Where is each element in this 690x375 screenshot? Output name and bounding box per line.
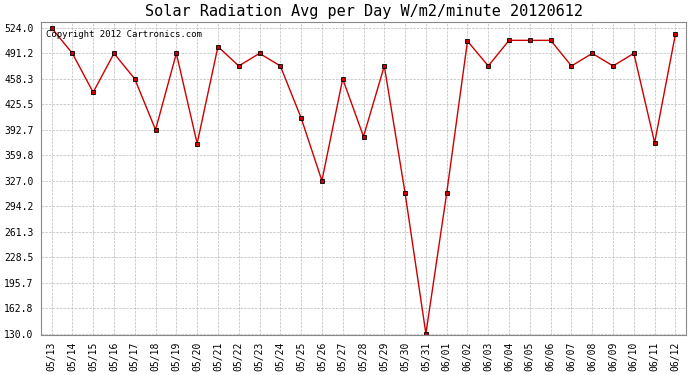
- Title: Solar Radiation Avg per Day W/m2/minute 20120612: Solar Radiation Avg per Day W/m2/minute …: [144, 4, 582, 19]
- Text: Copyright 2012 Cartronics.com: Copyright 2012 Cartronics.com: [46, 30, 202, 39]
